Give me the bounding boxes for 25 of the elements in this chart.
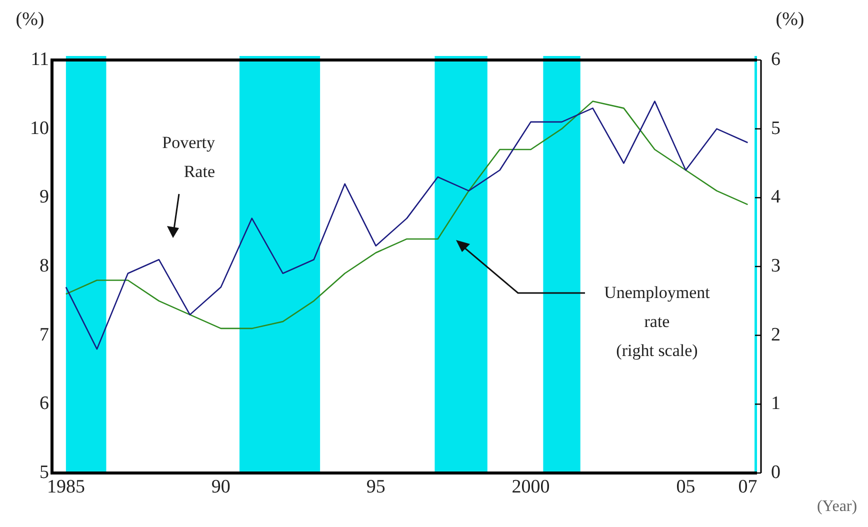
x-tick-label: 90 <box>211 476 230 498</box>
x-tick-label: 05 <box>676 476 696 498</box>
y2-tick-label: 3 <box>771 255 780 276</box>
y2-tick-label: 1 <box>771 393 780 414</box>
y2-tick-label: 5 <box>771 118 780 139</box>
y-tick-label: 9 <box>40 186 49 208</box>
y2-tick-label: 0 <box>771 462 780 483</box>
y-tick-label: 8 <box>40 255 49 276</box>
annotation: Unemployment rate (right scale) <box>603 282 711 362</box>
x-tick-label: 1985 <box>46 476 85 498</box>
y-axis-title: (%) <box>16 8 44 30</box>
y2-tick-label: 4 <box>771 186 781 208</box>
y2-tick-label: 6 <box>771 48 780 70</box>
x-axis-title: (Year) <box>816 498 858 516</box>
x-tick-label: 2000 <box>512 476 550 498</box>
y2-tick-label: 2 <box>771 324 780 346</box>
y-tick-label: 6 <box>40 393 49 414</box>
y2-axis-title: (%) <box>776 8 804 30</box>
y-tick-label: 7 <box>40 324 49 346</box>
y-tick-label: 10 <box>30 118 49 139</box>
y-tick-label: 5 <box>40 462 49 483</box>
y-tick-label: 11 <box>30 48 49 70</box>
x-tick-label: 07 <box>738 476 758 498</box>
x-tick-label: 95 <box>366 476 386 498</box>
annotation: Poverty Rate <box>161 132 215 183</box>
